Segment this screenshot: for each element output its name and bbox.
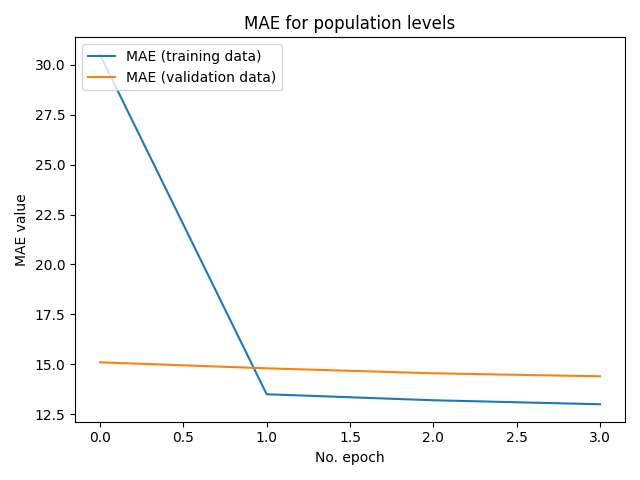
MAE (training data) [429,397,437,403]
MAE (validation data) [263,365,271,371]
MAE (training data) [596,401,604,407]
Legend: MAE (training data), MAE (validation data): MAE (training data), MAE (validation dat… [82,44,282,90]
Line: MAE (training data): MAE (training data) [100,55,600,404]
MAE (training data) [96,52,104,58]
Title: MAE for population levels: MAE for population levels [244,15,456,33]
Y-axis label: MAE value: MAE value [15,193,29,266]
MAE (validation data) [96,360,104,365]
MAE (validation data) [429,371,437,376]
X-axis label: No. epoch: No. epoch [316,451,385,465]
MAE (training data) [263,391,271,397]
Line: MAE (validation data): MAE (validation data) [100,362,600,376]
MAE (validation data) [596,373,604,379]
